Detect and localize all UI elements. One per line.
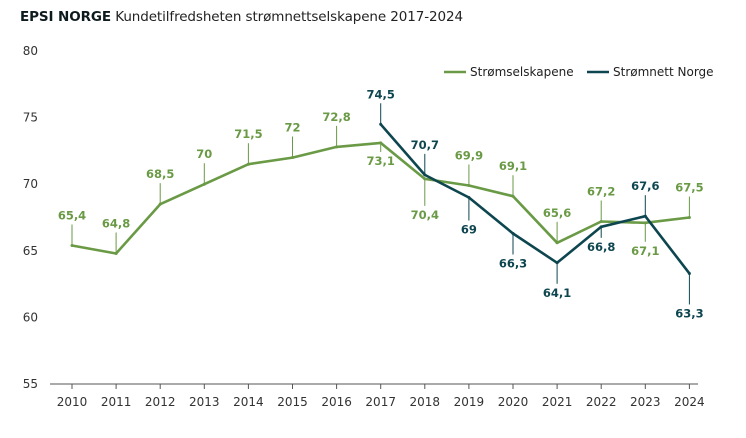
x-tick-label: 2013 — [189, 395, 220, 409]
chart-title: EPSI NORGE Kundetilfredsheten strømnetts… — [20, 9, 463, 25]
stromselskapene-point — [291, 156, 294, 160]
data-label: 70,7 — [411, 138, 439, 152]
x-tick-label: 2015 — [277, 395, 308, 409]
x-tick-label: 2020 — [498, 395, 529, 409]
data-label: 64,1 — [543, 286, 571, 300]
stromselskapene-point — [467, 184, 471, 188]
series-stromselskapene: 65,4 64,8 68,5 70 71,5 72 72,8 73,1 70,4 69,9 69,1… — [58, 110, 704, 258]
stromselskapene-point — [555, 241, 559, 245]
x-tick-label: 2019 — [454, 395, 485, 409]
data-label: 67,5 — [675, 181, 703, 195]
legend-label-stromnett-norge: Strømnett Norge — [613, 65, 714, 79]
x-tick-label: 2012 — [145, 395, 176, 409]
x-tick-label: 2017 — [365, 395, 396, 409]
data-label: 65,4 — [58, 208, 86, 222]
data-label: 67,2 — [587, 184, 615, 198]
y-tick-label: 75 — [23, 111, 38, 125]
data-label: 63,3 — [675, 306, 703, 320]
data-label: 72,8 — [322, 110, 350, 124]
data-label: 69 — [461, 223, 477, 237]
stromnett-norge-point — [423, 173, 427, 177]
stromnett-norge-line — [379, 123, 691, 275]
data-label: 64,8 — [102, 216, 130, 230]
stromselskapene-point — [511, 194, 515, 198]
data-label: 71,5 — [234, 127, 262, 141]
stromselskapene-point — [643, 221, 647, 225]
x-tick-label: 2010 — [57, 395, 88, 409]
y-tick-label: 60 — [23, 310, 38, 324]
x-tick-label: 2016 — [321, 395, 352, 409]
x-axis: 2010 2011 2012 2013 2014 2015 2016 2017 2018 2019… — [50, 383, 705, 409]
stromnett-norge-point — [511, 231, 515, 235]
y-axis: 55 60 65 70 75 80 — [23, 44, 38, 391]
stromnett-norge-point — [599, 225, 603, 229]
data-label: 74,5 — [367, 87, 395, 101]
data-label: 69,9 — [455, 149, 483, 163]
y-tick-label: 65 — [23, 244, 38, 258]
data-label: 67,6 — [631, 179, 659, 193]
series-stromnett-norge: 74,5 70,7 69 66,3 64,1 66,8 67,6 63,3 — [367, 87, 704, 320]
stromselskapene-point — [158, 202, 162, 206]
data-label: 67,1 — [631, 244, 659, 258]
stromselskapene-point — [202, 182, 206, 186]
data-label: 70,4 — [411, 208, 439, 222]
stromnett-norge-point — [555, 261, 559, 265]
x-tick-label: 2014 — [233, 395, 264, 409]
data-label: 66,3 — [499, 256, 527, 270]
stromselskapene-point — [70, 243, 74, 247]
y-tick-label: 70 — [23, 177, 38, 191]
y-tick-label: 80 — [23, 44, 38, 58]
stromnett-norge-point — [379, 122, 383, 126]
stromselskapene-point — [114, 251, 118, 255]
stromselskapene-point — [335, 145, 339, 149]
title-brand: EPSI NORGE — [20, 9, 112, 25]
x-tick-label: 2018 — [410, 395, 441, 409]
data-label: 66,8 — [587, 240, 615, 254]
data-label: 70 — [196, 147, 212, 161]
x-tick-label: 2021 — [542, 395, 573, 409]
data-label: 68,5 — [146, 167, 174, 181]
stromselskapene-point — [379, 141, 383, 145]
x-tick-label: 2024 — [674, 395, 705, 409]
stromnett-norge-point — [643, 214, 647, 218]
y-tick-label: 55 — [23, 377, 38, 391]
stromselskapene-point — [599, 219, 603, 223]
data-label: 72 — [284, 121, 300, 135]
stromnett-norge-point — [687, 271, 691, 275]
stromnett-norge-point — [467, 196, 471, 200]
legend-label-stromselskapene: Strømselskapene — [470, 65, 574, 79]
x-tick-label: 2022 — [586, 395, 617, 409]
data-label: 69,1 — [499, 159, 527, 173]
stromselskapene-point — [423, 177, 427, 181]
data-label: 73,1 — [367, 154, 395, 168]
title-subtitle: Kundetilfredsheten strømnettselskapene 2… — [115, 9, 463, 25]
legend: Strømselskapene Strømnett Norge — [444, 65, 714, 79]
x-tick-label: 2023 — [630, 395, 661, 409]
stromselskapene-point — [246, 162, 250, 166]
data-label: 65,6 — [543, 206, 571, 220]
stromselskapene-point — [687, 216, 691, 219]
x-tick-label: 2011 — [101, 395, 132, 409]
